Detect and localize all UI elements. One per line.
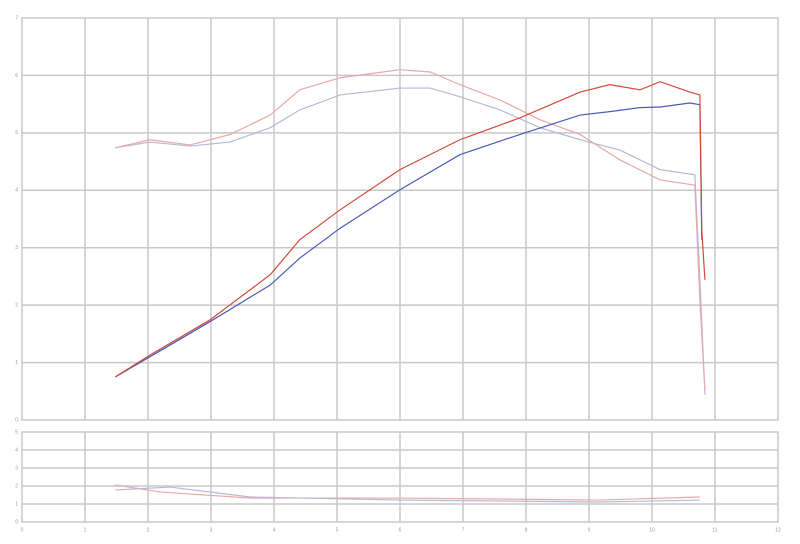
series-line bbox=[114, 102, 703, 378]
x-tick-label: 2 bbox=[147, 527, 150, 533]
y-tick-label: 3 bbox=[15, 465, 18, 471]
y-tick-label: 1 bbox=[15, 360, 18, 366]
y-tick-label: 7 bbox=[15, 15, 18, 21]
series-line bbox=[115, 69, 706, 391]
series-line bbox=[115, 87, 706, 395]
y-tick-label: 5 bbox=[15, 429, 18, 435]
y-tick-label: 3 bbox=[15, 245, 18, 251]
y-tick-label: 2 bbox=[15, 302, 18, 308]
y-tick-label: 4 bbox=[15, 447, 18, 453]
series-line bbox=[115, 486, 700, 503]
y-tick-label: 0 bbox=[15, 417, 18, 423]
y-tick-label: 5 bbox=[15, 130, 18, 136]
y-tick-label: 4 bbox=[15, 188, 18, 194]
y-tick-label: 0 bbox=[15, 519, 18, 525]
x-tick-label: 3 bbox=[210, 527, 213, 533]
y-tick-label: 2 bbox=[15, 483, 18, 489]
y-tick-label: 1 bbox=[15, 501, 18, 507]
x-tick-label: 10 bbox=[649, 527, 655, 533]
x-tick-label: 4 bbox=[273, 527, 276, 533]
x-tick-label: 7 bbox=[462, 527, 465, 533]
x-tick-label: 1 bbox=[84, 527, 87, 533]
x-tick-label: 6 bbox=[399, 527, 402, 533]
x-tick-label: 8 bbox=[525, 527, 528, 533]
y-tick-label: 6 bbox=[15, 73, 18, 79]
x-tick-label: 0 bbox=[21, 527, 24, 533]
x-tick-label: 12 bbox=[775, 527, 781, 533]
series-line bbox=[115, 484, 700, 501]
x-tick-label: 5 bbox=[336, 527, 339, 533]
x-tick-label: 11 bbox=[712, 527, 717, 533]
x-tick-label: 9 bbox=[588, 527, 591, 533]
series-line bbox=[114, 81, 706, 378]
